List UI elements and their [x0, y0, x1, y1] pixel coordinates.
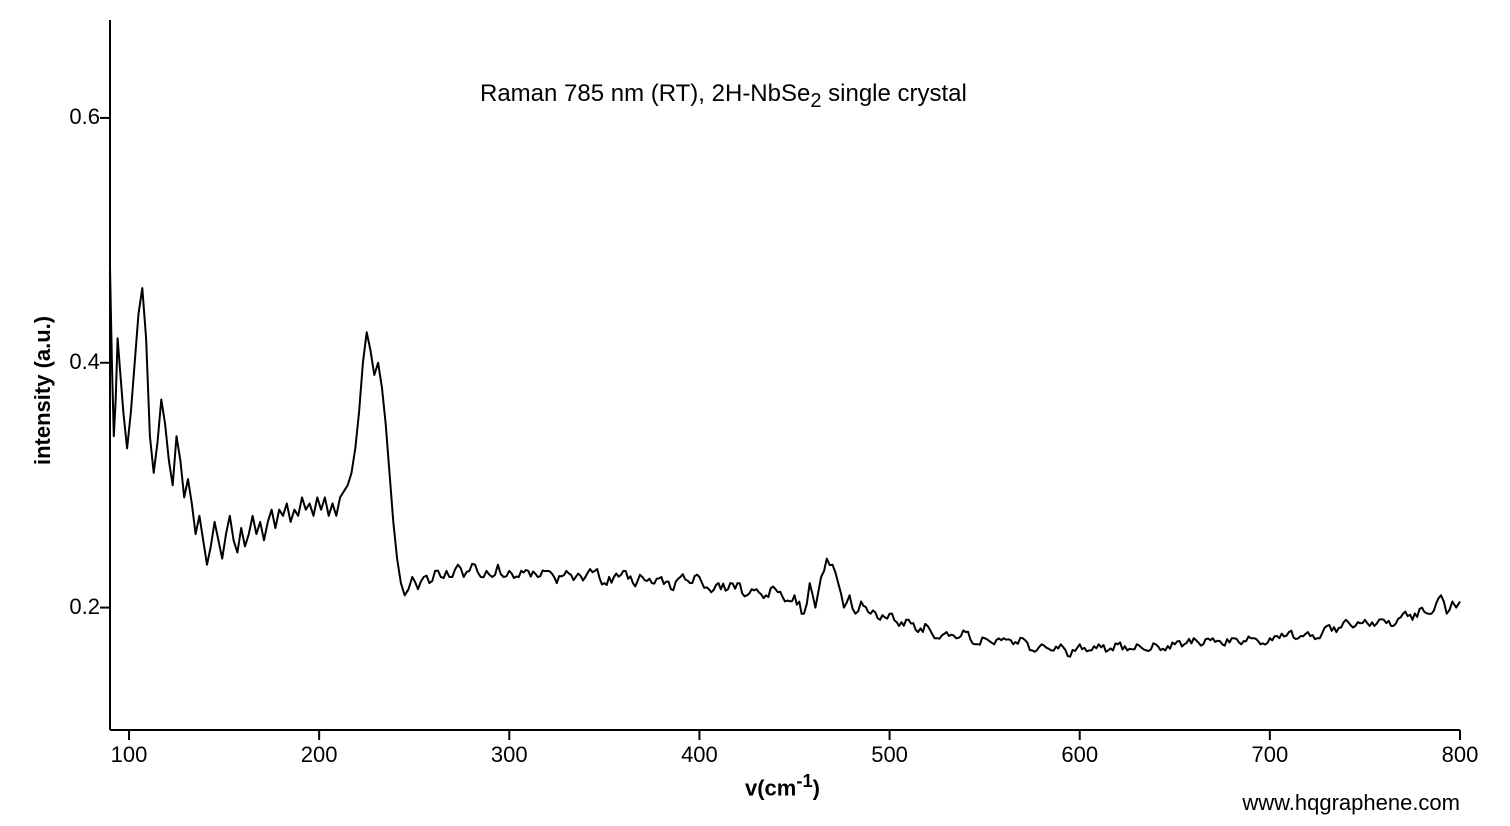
watermark-text: www.hqgraphene.com [1242, 790, 1460, 816]
x-axis-label: v(cm-1) [745, 770, 820, 801]
y-axis-label: intensity (a.u.) [30, 316, 56, 465]
x-tick-label: 400 [674, 742, 724, 768]
x-tick-label: 100 [104, 742, 154, 768]
y-tick-label: 0.2 [50, 594, 100, 620]
title-text: Raman 785 nm (RT), 2H-NbSe [480, 80, 810, 107]
xlabel-text-suffix: ) [813, 775, 820, 800]
x-tick-label: 500 [865, 742, 915, 768]
x-tick-label: 800 [1435, 742, 1485, 768]
y-tick-label: 0.4 [50, 349, 100, 375]
x-tick-label: 600 [1055, 742, 1105, 768]
title-subscript: 2 [810, 90, 821, 112]
x-tick-label: 200 [294, 742, 344, 768]
xlabel-superscript: -1 [796, 770, 812, 791]
y-tick-label: 0.6 [50, 104, 100, 130]
title-text-suffix: single crystal [821, 80, 966, 107]
chart-title: Raman 785 nm (RT), 2H-NbSe2 single cryst… [480, 80, 967, 113]
x-tick-label: 700 [1245, 742, 1295, 768]
spectrum-line [110, 267, 1460, 656]
raman-spectrum-chart: Raman 785 nm (RT), 2H-NbSe2 single cryst… [0, 0, 1510, 826]
chart-canvas [0, 0, 1510, 826]
x-tick-label: 300 [484, 742, 534, 768]
xlabel-text: v(cm [745, 775, 796, 800]
